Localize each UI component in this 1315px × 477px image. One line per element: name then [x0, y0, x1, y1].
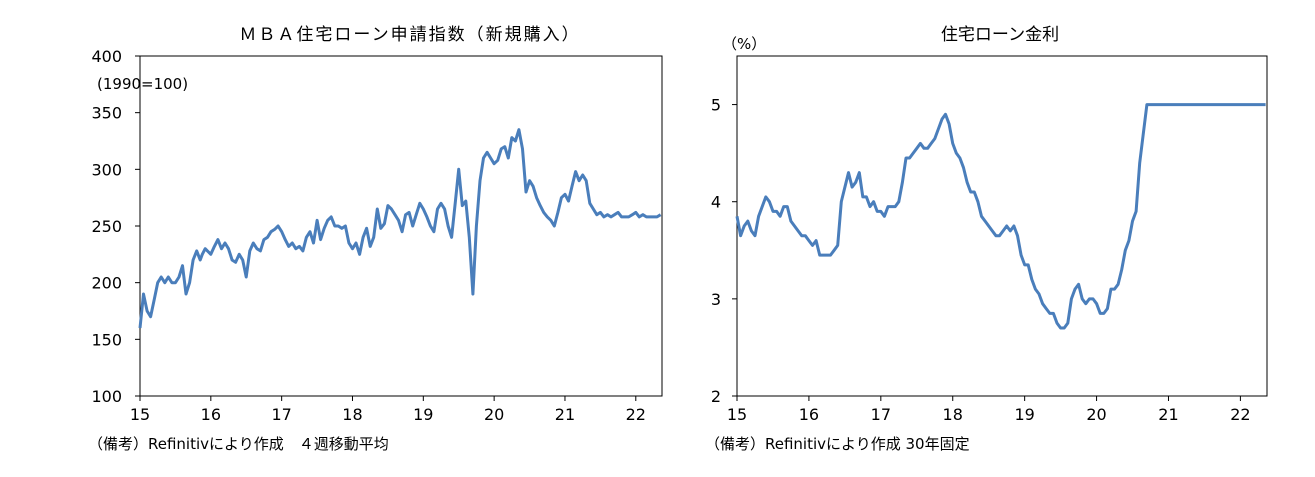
mba-unit-label: (1990=100) [97, 75, 188, 93]
x-tick-label: 21 [1158, 405, 1178, 424]
y-tick-label: 5 [711, 96, 721, 115]
mortgage-rate-line [735, 103, 1266, 330]
x-tick-label: 20 [484, 405, 504, 424]
rate-x-axis: 15 16 17 18 19 20 21 22 [727, 396, 1251, 424]
rate-plot-frame [736, 55, 1268, 397]
y-tick-label: 100 [91, 387, 122, 406]
x-tick-label: 21 [555, 405, 575, 424]
mba-source-note: （備考）Refinitivにより作成 ４週移動平均 [88, 435, 389, 453]
rate-chart-title: 住宅ローン金利 [941, 25, 1059, 45]
mba-x-axis: 15 16 17 18 19 20 21 22 [130, 396, 646, 424]
x-tick-label: 17 [871, 405, 891, 424]
y-tick-label: 3 [711, 290, 721, 309]
x-tick-label: 18 [943, 405, 963, 424]
x-tick-label: 16 [201, 405, 221, 424]
mba-index-line [138, 128, 662, 329]
y-tick-label: 200 [91, 274, 122, 293]
y-tick-label: 4 [711, 193, 721, 212]
y-tick-label: 150 [91, 330, 122, 349]
rate-unit-label: （%） [722, 35, 766, 53]
x-tick-label: 19 [413, 405, 433, 424]
y-tick-label: 2 [711, 387, 721, 406]
x-tick-label: 16 [799, 405, 819, 424]
rate-y-axis: 2 3 4 5 [711, 96, 737, 406]
y-tick-label: 250 [91, 217, 122, 236]
x-tick-label: 18 [342, 405, 362, 424]
y-tick-label: 400 [91, 47, 122, 66]
x-tick-label: 15 [727, 405, 747, 424]
x-tick-label: 22 [1230, 405, 1250, 424]
y-tick-label: 350 [91, 104, 122, 123]
mortgage-rate-chart: 住宅ローン金利 （%） 2 3 4 5 15 16 17 18 19 20 21 22 （備考）Re… [705, 25, 1268, 453]
mba-index-chart: ＭＢＡ住宅ローン申請指数（新規購入） (1990=100) 100 150 200 2… [88, 25, 663, 453]
x-tick-label: 15 [130, 405, 150, 424]
x-tick-label: 17 [271, 405, 291, 424]
x-tick-label: 20 [1086, 405, 1106, 424]
mba-chart-title: ＭＢＡ住宅ローン申請指数（新規購入） [239, 25, 580, 45]
rate-source-note: （備考）Refinitivにより作成 30年固定 [705, 435, 970, 453]
x-tick-label: 22 [626, 405, 646, 424]
y-tick-label: 300 [91, 160, 122, 179]
mba-y-axis: 100 150 200 250 300 350 400 [91, 47, 140, 406]
x-tick-label: 19 [1014, 405, 1034, 424]
